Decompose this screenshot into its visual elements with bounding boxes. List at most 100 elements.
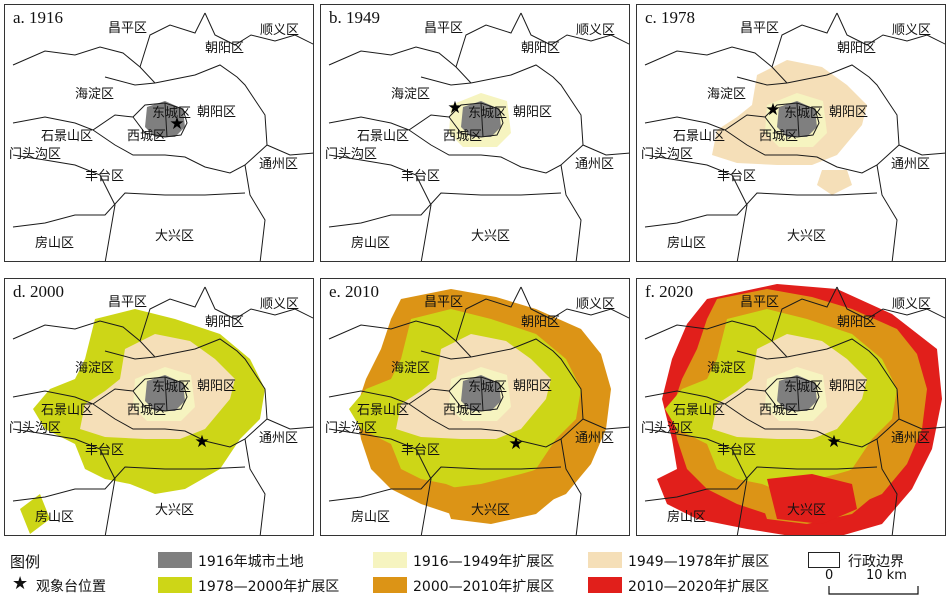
panel-title: e. 2010	[329, 282, 380, 301]
district-boundary	[480, 376, 484, 412]
panel-title: a. 1916	[13, 8, 64, 27]
district-label-chaoyang1: 朝阳区	[837, 315, 877, 330]
expansion-area	[20, 494, 50, 534]
district-label-daxing: 大兴区	[471, 229, 511, 244]
legend-label-1978: 1949—1978年扩展区	[628, 554, 770, 570]
district-label-haidian: 海淀区	[391, 361, 431, 376]
district-label-daxing: 大兴区	[787, 503, 827, 518]
map-panel-5: ★ e. 2010 昌平区 顺义区 朝阳区 海淀区 东城区 朝阳区 石景山区 西城区 门头沟区 通州区…	[320, 278, 630, 536]
district-label-tongzhou: 通州区	[575, 431, 615, 446]
map-panel-1: ★ a. 1916 昌平区 顺义区 朝阳区 海淀区 东城区 朝阳区 石景山区 西城区 门头沟区 通州区…	[4, 4, 314, 262]
district-boundary	[204, 286, 313, 320]
district-label-dongcheng: 东城区	[468, 380, 508, 395]
district-boundary	[470, 64, 584, 146]
district-label-changping: 昌平区	[108, 21, 148, 36]
district-boundary	[139, 12, 206, 68]
district-boundary	[455, 286, 522, 342]
district-boundary	[328, 114, 450, 131]
district-label-fangshan: 房山区	[35, 236, 75, 251]
district-label-chaoyang2: 朝阳区	[829, 105, 869, 120]
district-boundary	[876, 438, 898, 535]
district-boundary	[104, 76, 156, 86]
district-boundary	[448, 102, 504, 138]
map-panel-3: ★ c. 1978 昌平区 顺义区 朝阳区 海淀区 东城区 朝阳区 石景山区 西城区 门头沟区 通州区…	[636, 4, 946, 262]
map-canvas: ★	[12, 286, 313, 535]
map-canvas: ★	[644, 284, 945, 535]
legend-swatch-1978	[588, 552, 622, 568]
district-boundary	[736, 76, 788, 86]
district-label-chaoyang1: 朝阳区	[521, 41, 561, 56]
district-label-changping: 昌平区	[424, 21, 464, 36]
district-boundary	[582, 418, 629, 430]
district-label-shijingshan: 石景山区	[673, 129, 726, 144]
legend-label-1949: 1916—1949年扩展区	[413, 554, 555, 570]
map-canvas: ★	[328, 286, 629, 535]
district-boundary	[12, 466, 246, 502]
district-label-xicheng: 西城区	[443, 129, 483, 144]
district-boundary	[560, 164, 582, 261]
district-boundary	[786, 64, 900, 146]
district-boundary	[796, 102, 800, 138]
expansion-area	[777, 101, 817, 137]
map-legend: 图例 ★ 观象台位置 1916年城市土地 1916—1949年扩展区 1949—…	[0, 540, 950, 601]
district-boundary	[266, 418, 313, 430]
district-boundary	[244, 164, 266, 261]
observatory-star-icon: ★	[508, 434, 523, 454]
legend-observatory-label: 观象台位置	[36, 579, 106, 595]
district-label-tongzhou: 通州区	[259, 431, 299, 446]
district-label-shunyi: 顺义区	[892, 23, 932, 38]
district-boundary	[132, 376, 188, 412]
legend-label-2020: 2010—2020年扩展区	[628, 579, 770, 595]
district-label-fengtai: 丰台区	[717, 443, 757, 458]
district-boundary	[771, 12, 838, 68]
district-boundary	[154, 64, 268, 146]
district-boundary	[132, 102, 188, 138]
district-label-changping: 昌平区	[108, 295, 148, 310]
district-boundary	[12, 114, 134, 131]
expansion-area	[817, 170, 852, 195]
district-label-fangshan: 房山区	[351, 236, 391, 251]
scale-ten-label: 10 km	[866, 568, 907, 583]
district-label-tongzhou: 通州区	[891, 431, 931, 446]
district-label-chaoyang1: 朝阳区	[205, 315, 245, 330]
expansion-area	[767, 474, 857, 524]
district-boundary	[764, 102, 820, 138]
district-label-daxing: 大兴区	[787, 229, 827, 244]
panel-title: b. 1949	[329, 8, 380, 27]
district-boundary	[898, 144, 945, 156]
district-label-chaoyang2: 朝阳区	[197, 379, 237, 394]
district-label-xicheng: 西城区	[127, 129, 167, 144]
district-label-dongcheng: 东城区	[784, 106, 824, 121]
district-boundary	[644, 192, 878, 228]
district-boundary	[164, 102, 168, 138]
district-boundary	[328, 154, 432, 261]
district-label-chaoyang2: 朝阳区	[513, 105, 553, 120]
district-label-shijingshan: 石景山区	[41, 403, 94, 418]
district-label-xicheng: 西城区	[443, 403, 483, 418]
legend-title: 图例	[10, 553, 41, 571]
district-boundary	[328, 192, 562, 228]
scale-zero-label: 0	[825, 568, 834, 583]
district-label-fengtai: 丰台区	[717, 169, 757, 184]
district-boundary	[520, 12, 629, 46]
district-boundary	[520, 286, 629, 320]
district-label-mentougou: 门头沟区	[9, 421, 62, 436]
district-label-fangshan: 房山区	[667, 510, 707, 525]
district-label-shunyi: 顺义区	[576, 297, 616, 312]
district-boundary	[582, 144, 629, 156]
district-label-haidian: 海淀区	[707, 87, 747, 102]
district-label-shunyi: 顺义区	[260, 297, 300, 312]
district-boundary	[420, 76, 472, 86]
district-boundary	[12, 428, 116, 535]
district-label-mentougou: 门头沟区	[9, 147, 62, 162]
district-boundary	[898, 418, 945, 430]
district-boundary	[12, 388, 134, 405]
district-label-fangshan: 房山区	[667, 236, 707, 251]
legend-swatch-2010	[373, 577, 407, 593]
legend-label-2000: 1978—2000年扩展区	[198, 579, 340, 595]
district-boundary	[12, 192, 246, 228]
map-canvas: ★	[328, 12, 629, 261]
district-label-fangshan: 房山区	[351, 510, 391, 525]
district-label-shijingshan: 石景山区	[357, 403, 410, 418]
observatory-star-icon: ★	[169, 114, 184, 134]
